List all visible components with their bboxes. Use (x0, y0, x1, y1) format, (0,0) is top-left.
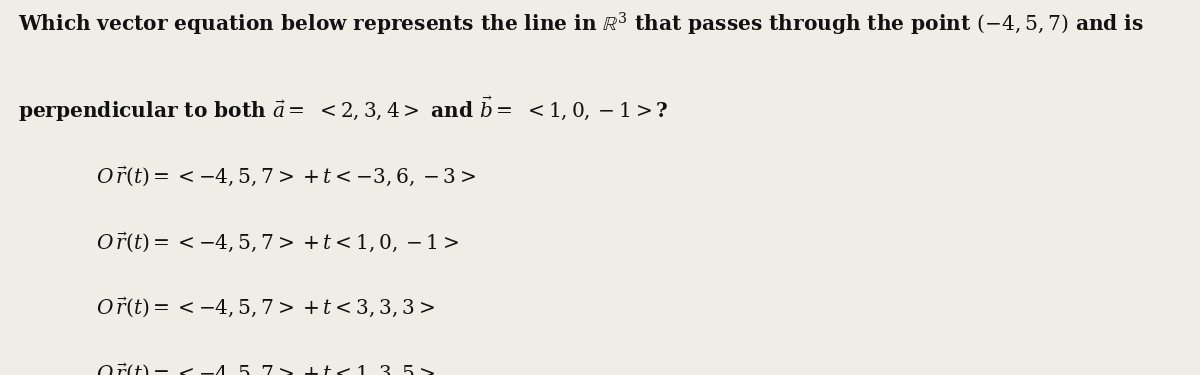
Text: perpendicular to both $\vec{a} =$ $< 2, 3, 4 >$ and $\vec{b} =$ $< 1, 0, -1 >$?: perpendicular to both $\vec{a} =$ $< 2, … (18, 94, 668, 123)
Text: $O\,\vec{r}(t) = < -4, 5, 7 > +t< -3, 6, -3 >$: $O\,\vec{r}(t) = < -4, 5, 7 > +t< -3, 6,… (96, 165, 476, 189)
Text: $O\,\vec{r}(t) = < -4, 5, 7 > +t< 1, 3, 5 >$: $O\,\vec{r}(t) = < -4, 5, 7 > +t< 1, 3, … (96, 362, 434, 375)
Text: $O\,\vec{r}(t) = < -4, 5, 7 > +t< 1, 0, -1{>}$: $O\,\vec{r}(t) = < -4, 5, 7 > +t< 1, 0, … (96, 231, 460, 255)
Text: Which vector equation below represents the line in $\mathbb{R}^3$ that passes th: Which vector equation below represents t… (18, 11, 1144, 39)
Text: $O\,\vec{r}(t) = < -4, 5, 7 > +t< 3, 3, 3 >$: $O\,\vec{r}(t) = < -4, 5, 7 > +t< 3, 3, … (96, 296, 434, 321)
